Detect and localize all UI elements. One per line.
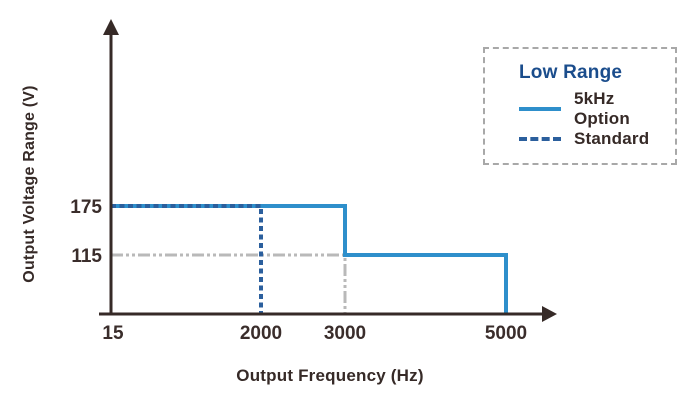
series-layer [111, 204, 508, 313]
legend-item-5khz-option: 5kHz Option [519, 89, 675, 128]
solid-line-swatch-icon [519, 107, 561, 111]
x-axis-title: Output Frequency (Hz) [236, 366, 424, 385]
y-tick-115: 115 [71, 246, 102, 267]
y-axis-arrow-icon [103, 19, 119, 35]
x-tick-5000: 5000 [484, 323, 528, 344]
x-axis-arrow-icon [542, 306, 557, 322]
legend-box: Low Range 5kHz Option Standard [483, 47, 677, 165]
x-tick-2000: 2000 [239, 323, 283, 344]
series-standard [111, 204, 263, 313]
dashed-line-swatch-icon [519, 137, 561, 141]
x-tick-3000: 3000 [323, 323, 367, 344]
series-115v-reference-guide [111, 253, 347, 313]
y-axis-title: Output Voltage Range (V) [21, 85, 38, 283]
legend-item-label: 5kHz Option [574, 89, 630, 128]
legend-item-standard: Standard [519, 129, 675, 148]
legend-title: Low Range [519, 62, 623, 83]
series-5khz-option [111, 204, 508, 313]
legend-item-label: Standard [574, 129, 650, 148]
y-tick-175: 175 [70, 197, 102, 218]
x-tick-15: 15 [102, 323, 124, 344]
